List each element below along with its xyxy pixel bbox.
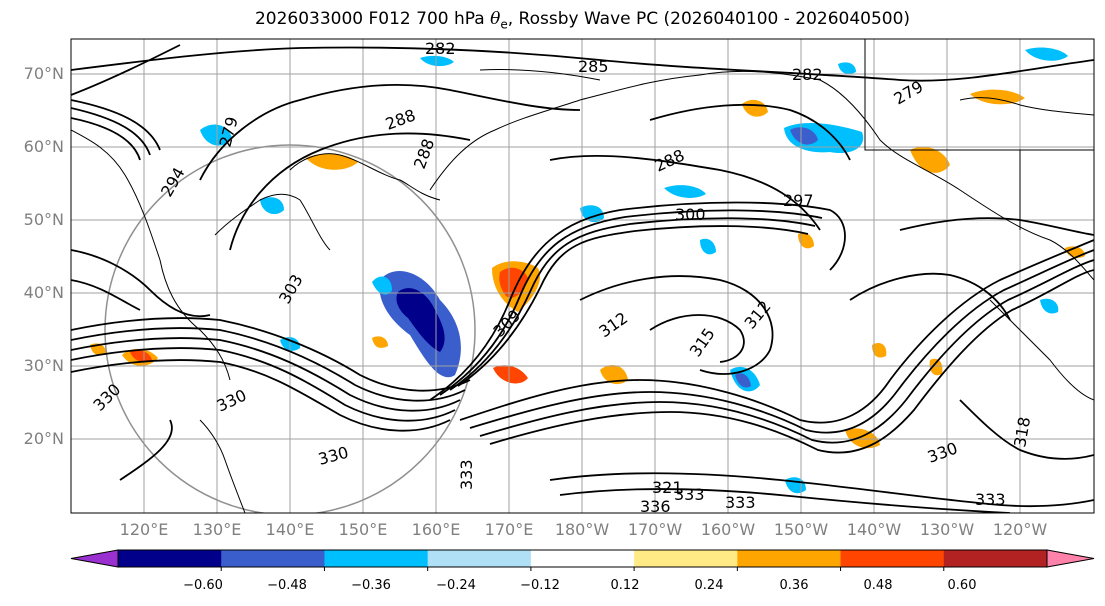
lon-label: 160°E: [411, 520, 461, 539]
colorbar-segment: [118, 550, 222, 567]
lon-label: 160°W: [700, 520, 756, 539]
colorbar-tick-label: 0.24: [694, 578, 724, 593]
contour-label: 282: [792, 65, 823, 84]
theta-e-contours: [71, 44, 1094, 513]
lat-label: 30°N: [23, 356, 64, 375]
colorbar-segment: [530, 550, 635, 567]
lon-label: 150°W: [773, 520, 829, 539]
lon-label: 140°W: [846, 520, 902, 539]
lon-label: 120°W: [992, 520, 1048, 539]
lat-label: 50°N: [23, 210, 64, 229]
map-frame: [70, 38, 1095, 514]
colorbar-tick-label: −0.36: [351, 578, 391, 593]
lon-label: 140°E: [265, 520, 315, 539]
colorbar-segment: [943, 550, 1048, 567]
contour-label: 333: [457, 459, 476, 490]
colorbar-tick-label: 0.36: [779, 578, 809, 593]
colorbar-segment: [634, 550, 738, 567]
colorbar-tick-label: 0.12: [610, 578, 640, 593]
contour-label: 285: [578, 57, 609, 76]
colorbar-tick-label: −0.48: [267, 578, 307, 593]
colorbar-segment: [840, 550, 945, 567]
contour-label: 336: [640, 497, 671, 516]
colorbar-frame: [117, 549, 1048, 568]
colorbar-tick-label: 0.48: [863, 578, 893, 593]
colorbar-tick-label: −0.12: [520, 578, 560, 593]
colorbar-segment: [324, 550, 429, 567]
colorbar-tick-label: −0.24: [436, 578, 476, 593]
lon-label: 150°E: [338, 520, 388, 539]
contour-label: 333: [674, 485, 705, 504]
lon-label: 130°W: [919, 520, 975, 539]
region-circle: [104, 144, 476, 513]
colorbar-segment: [221, 550, 325, 567]
map-title: 2026033000 F012 700 hPa θe, Rossby Wave …: [254, 9, 911, 32]
contour-label: 333: [725, 493, 756, 512]
colorbar: [70, 549, 1095, 571]
lon-label: 180°W: [554, 520, 610, 539]
lat-label: 70°N: [23, 64, 64, 83]
contour-label: 282: [425, 39, 456, 58]
lat-label: 60°N: [23, 137, 64, 156]
lat-label: 40°N: [23, 283, 64, 302]
lon-label: 170°E: [484, 520, 534, 539]
anomaly-shading: [90, 47, 1085, 494]
lon-label: 170°W: [627, 520, 683, 539]
lon-label: 120°E: [119, 520, 169, 539]
colorbar-segment: [427, 550, 532, 567]
colorbar-tick-label: −0.60: [183, 578, 223, 593]
lat-label: 20°N: [23, 429, 64, 448]
colorbar-segment: [737, 550, 842, 567]
colorbar-tick-label: 0.60: [947, 578, 977, 593]
colorbar-extend-low: [70, 549, 119, 568]
contour-label: 333: [975, 490, 1006, 509]
contour-label: 321: [652, 478, 683, 497]
graticule: [71, 39, 1094, 513]
contour-label: 297: [783, 191, 814, 210]
colorbar-extend-high: [1046, 549, 1095, 568]
lon-label: 130°E: [192, 520, 242, 539]
contour-label: 300: [675, 205, 706, 224]
